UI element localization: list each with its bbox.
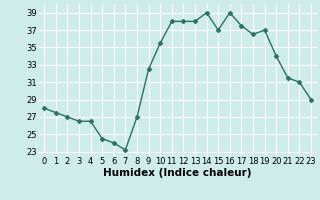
X-axis label: Humidex (Indice chaleur): Humidex (Indice chaleur): [103, 168, 252, 178]
